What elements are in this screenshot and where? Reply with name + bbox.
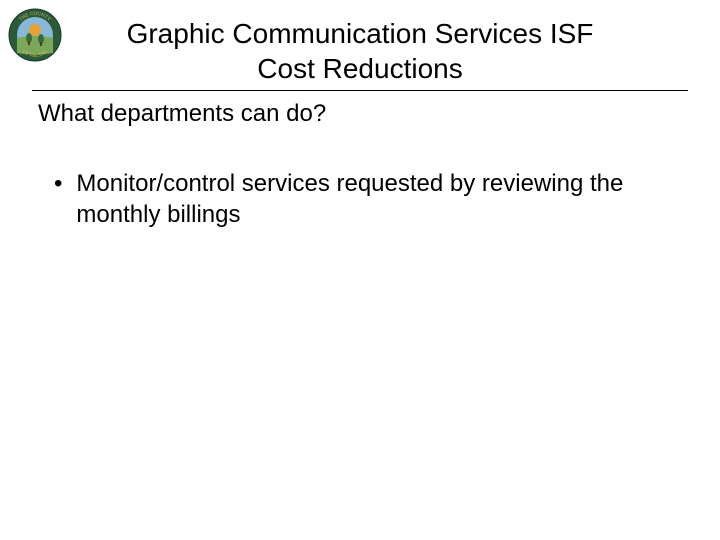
title-line-1: Graphic Communication Services ISF: [70, 16, 650, 51]
list-item: • Monitor/control services requested by …: [54, 168, 666, 230]
subheading: What departments can do?: [38, 100, 326, 128]
bullet-list: • Monitor/control services requested by …: [54, 168, 666, 230]
title-underline: [32, 90, 688, 91]
title-line-2: Cost Reductions: [70, 51, 650, 86]
bullet-text: Monitor/control services requested by re…: [76, 168, 666, 230]
slide-title: Graphic Communication Services ISF Cost …: [70, 16, 650, 86]
bullet-marker: •: [54, 168, 62, 199]
county-seal-logo: THE COUNTY OF FRESNO: [8, 8, 62, 62]
